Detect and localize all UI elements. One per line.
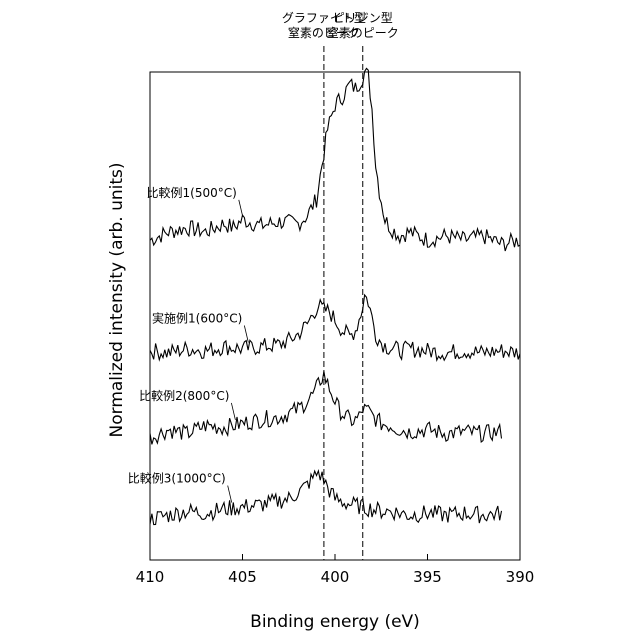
series-group — [150, 68, 520, 524]
series-label-leader — [239, 200, 243, 217]
x-tick-label: 390 — [506, 568, 535, 586]
series-labels: 比較例1(500°C) 実施例1(600°C) 比較例2(800°C) 比較例3(10… — [128, 185, 249, 503]
x-tick-label: 395 — [413, 568, 442, 586]
series-line — [150, 371, 502, 444]
x-axis-ticks: 410 405 400 395 390 — [136, 554, 535, 586]
reference-lines: グラファイト型窒素のピークピリジン型窒素のピーク — [282, 11, 399, 560]
x-tick-label: 400 — [321, 568, 350, 586]
series-label: 比較例1(500°C) — [147, 185, 237, 200]
reference-line-label: ピリジン型 — [333, 11, 393, 25]
series-label: 比較例2(800°C) — [139, 388, 229, 403]
x-tick-label: 410 — [136, 568, 165, 586]
reference-line-label: 窒素のピーク — [327, 25, 399, 40]
series-line — [150, 295, 520, 360]
series-label: 比較例3(1000°C) — [128, 471, 226, 486]
series-label-leader — [231, 403, 235, 420]
y-axis-title: Normalized intensity (arb. units) — [107, 163, 127, 438]
x-tick-label: 405 — [228, 568, 257, 586]
series-line — [150, 68, 520, 251]
x-axis-title: Binding energy (eV) — [250, 612, 420, 632]
series-label: 実施例1(600°C) — [152, 310, 242, 325]
series-label-leader — [228, 486, 232, 503]
